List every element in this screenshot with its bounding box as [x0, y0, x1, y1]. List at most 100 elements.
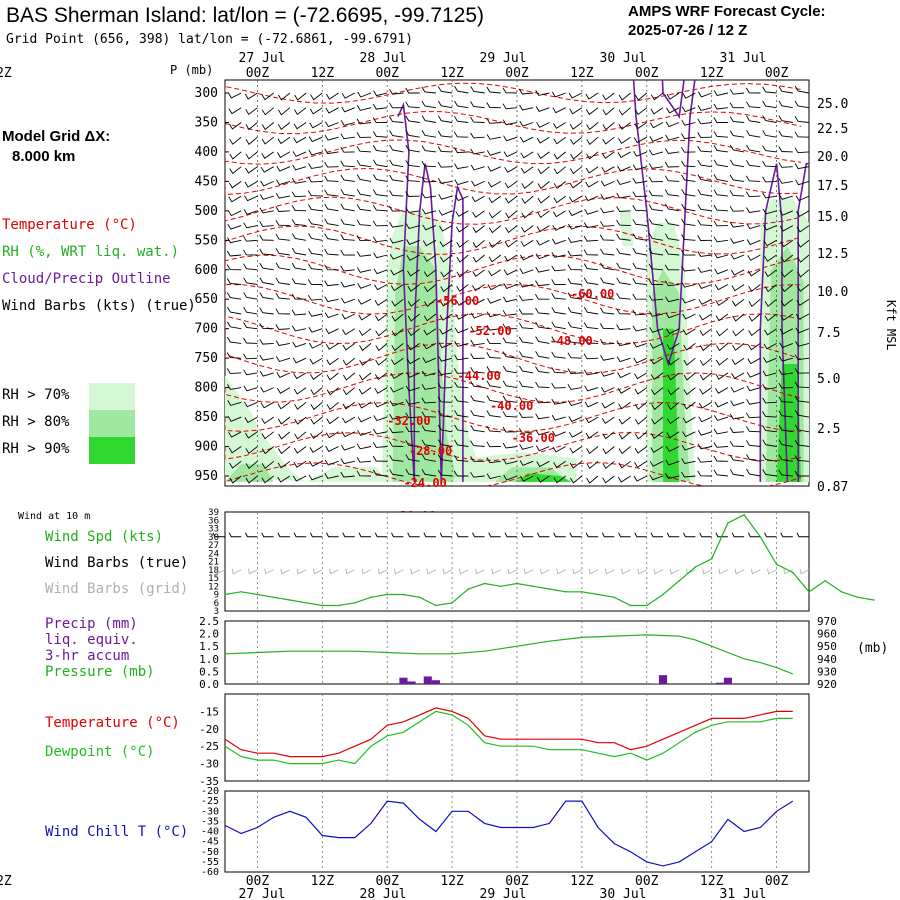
grid-wind-barb [734, 568, 745, 575]
precip-bar [407, 681, 416, 684]
wind-barb [747, 357, 761, 365]
wind-barb [341, 106, 355, 113]
wind-barb [601, 166, 615, 173]
wind-barb [780, 254, 794, 263]
wind-barb [389, 159, 404, 168]
wind-barb [472, 269, 485, 278]
wind-barb [225, 166, 226, 168]
y-tick-label: 0.5 [199, 665, 219, 678]
wind-barb [682, 416, 696, 424]
wind-barb [438, 209, 453, 216]
wind-barb [681, 444, 696, 451]
wind-barb [697, 174, 712, 182]
wind-barb [664, 175, 680, 182]
x-bottom-tick-label: 12Z [440, 874, 464, 889]
temperature-label: -56.00 [436, 294, 479, 308]
wind-barb [729, 221, 745, 228]
wind-speed-point [353, 601, 356, 604]
wind-barb [437, 146, 453, 153]
panel-series-label: Wind Barbs (grid) [45, 581, 188, 597]
wind-barb [261, 136, 274, 145]
wind-barb [602, 122, 615, 131]
wind-barb [649, 122, 664, 129]
wind-barb [439, 225, 453, 232]
wind-barb [275, 324, 290, 330]
wind-barb [616, 206, 631, 212]
wind-barb [600, 248, 615, 256]
wind-panel-frame [224, 511, 810, 612]
grid-wind-barb [718, 568, 729, 575]
wind-barb [731, 357, 745, 366]
wind-barb [502, 323, 518, 330]
wind-barb [277, 122, 291, 130]
wind-speed-point [662, 593, 664, 596]
wind-barb [762, 370, 777, 377]
wind-barb [762, 384, 777, 390]
wind-barb [275, 233, 290, 241]
wind-barb [389, 469, 404, 477]
wind-barb [292, 475, 307, 482]
temperature-line [224, 707, 793, 758]
wind-barb [340, 189, 355, 197]
wind-barb [551, 382, 566, 389]
wind-speed-point [759, 535, 762, 538]
wind-barb [602, 475, 615, 484]
wind-barb [535, 381, 550, 389]
wind-barb [470, 116, 485, 123]
wind-barb [342, 387, 356, 396]
wind-barb [502, 458, 518, 465]
wind-barb [472, 532, 485, 538]
wind-barb [293, 372, 307, 380]
wind-barb [486, 324, 501, 331]
wind-barb [374, 387, 388, 394]
wind-barb [389, 116, 404, 123]
wind-barb [228, 181, 242, 189]
wind-barb [227, 223, 242, 230]
wind-barb [713, 189, 728, 197]
wind-barb [553, 166, 566, 175]
wind-barb [585, 431, 599, 439]
wind-barb [227, 306, 242, 315]
wind-barb [729, 159, 745, 168]
y-tick-label: 3 [214, 607, 219, 617]
wind-barb [407, 269, 420, 277]
wind-barb [537, 532, 550, 538]
x-date-label: 31 Jul [720, 51, 767, 66]
wind-barb [291, 325, 307, 332]
wind-barb [664, 264, 680, 271]
wind-barb [537, 181, 550, 190]
wind-barb [535, 351, 550, 359]
wind-barb [780, 284, 794, 293]
wind-barb [697, 267, 712, 273]
wind-barb [665, 446, 680, 452]
wind-barb [372, 220, 388, 227]
wind-barb [536, 460, 550, 468]
wind-barb [780, 269, 794, 278]
wind-barb [421, 397, 436, 404]
wind-barb [698, 298, 712, 305]
x-top-tick-label: 00Z [765, 66, 789, 81]
wind-barb [713, 442, 728, 448]
wind-barb [797, 239, 809, 248]
wind-barb [648, 295, 664, 301]
wind-barb [681, 458, 696, 465]
wind-barb [778, 178, 793, 184]
wind-barb [407, 313, 420, 322]
wind-barb [390, 284, 404, 292]
panel-series-label: Precip (mm) [45, 616, 138, 632]
wind-barb [795, 327, 809, 334]
wind-barb [358, 532, 371, 538]
wind-barb [683, 387, 696, 396]
rh-region [619, 210, 634, 247]
wind-barb [618, 460, 631, 469]
wind-barb [357, 430, 372, 436]
wind-barb [648, 233, 664, 241]
wind-barb [342, 532, 355, 538]
grid-wind-barb [572, 568, 583, 575]
wind-barb [586, 151, 599, 160]
wind-barb [226, 264, 242, 271]
wind-barb [583, 277, 599, 285]
wind-barb [699, 372, 712, 381]
wind-barb [697, 470, 712, 477]
wind-barb [778, 369, 793, 375]
